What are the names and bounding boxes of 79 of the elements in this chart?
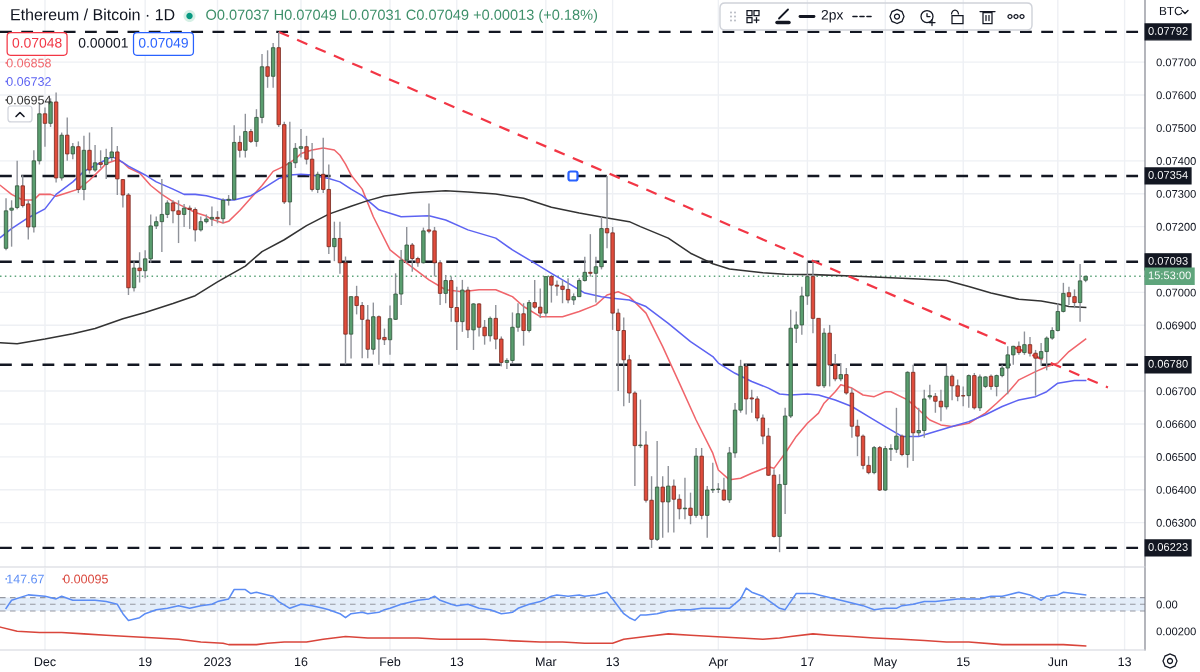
x-tick-label: Mar bbox=[536, 657, 557, 667]
x-tick-label: 16 bbox=[294, 657, 308, 667]
x-tick-label: Jun bbox=[1047, 657, 1068, 667]
ref-line-label: 0.06223 bbox=[1148, 543, 1188, 551]
y-tick-label: 0.06400 bbox=[1156, 485, 1196, 494]
candlestick bbox=[65, 116, 70, 162]
y-tick-label: 0.06300 bbox=[1156, 518, 1196, 527]
ref-line-label: 0.07354 bbox=[1148, 171, 1188, 179]
legend-label: 0.06732 bbox=[6, 77, 51, 86]
y-tick-label: 0.06500 bbox=[1156, 453, 1196, 461]
candlestick bbox=[966, 373, 971, 409]
candlestick bbox=[488, 315, 493, 343]
candlestick bbox=[1022, 330, 1027, 356]
y-tick-label: 0.06700 bbox=[1156, 387, 1196, 396]
candlestick bbox=[721, 477, 727, 502]
candlestick bbox=[181, 203, 187, 228]
annotation: 0.00001 bbox=[78, 37, 128, 48]
ref-line-label: 0.07792 bbox=[1148, 27, 1188, 35]
y-tick-label: 0.00200 bbox=[1156, 627, 1196, 636]
line-series bbox=[5, 587, 1087, 622]
annotation: 0.07048 bbox=[12, 37, 62, 48]
y-axis-title: BTC bbox=[1159, 6, 1183, 16]
line-series bbox=[0, 147, 1087, 481]
y-tick-label: 0.07300 bbox=[1156, 189, 1196, 198]
candlestick bbox=[588, 233, 593, 278]
x-tick-label: May bbox=[874, 657, 898, 669]
candlestick bbox=[521, 302, 526, 347]
chart-title: Ethereum / Bitcoin · 1D bbox=[11, 8, 175, 21]
candlestick bbox=[87, 131, 92, 175]
x-tick-label: 13 bbox=[1118, 657, 1131, 667]
x-tick-label: 2023 bbox=[204, 657, 231, 667]
y-tick-label: 0.07000 bbox=[1156, 288, 1196, 297]
x-tick-label: Apr bbox=[708, 657, 728, 669]
legend-label: 0.00095 bbox=[63, 574, 108, 584]
legend-label: 0.06954 bbox=[6, 95, 52, 105]
legend-label: 0.06858 bbox=[6, 58, 51, 68]
text: O0.07037 H0.07049 L0.07031 C0.07049 +0.00013 (+0.18%) bbox=[206, 9, 598, 23]
candlestick bbox=[332, 220, 337, 262]
line-series bbox=[0, 626, 1087, 647]
candlestick bbox=[131, 260, 137, 293]
candlestick bbox=[682, 477, 688, 521]
candlestick bbox=[666, 465, 671, 534]
ref-line-label: 0.06780 bbox=[1148, 359, 1188, 368]
y-tick-label: 0.07400 bbox=[1156, 157, 1196, 165]
candlestick bbox=[660, 475, 665, 539]
candlestick bbox=[899, 433, 905, 457]
y-tick-label: 0.07500 bbox=[1156, 124, 1196, 133]
annotation: 0.07049 bbox=[138, 37, 188, 48]
candlestick bbox=[243, 113, 248, 159]
y-tick-label: 0.06600 bbox=[1156, 420, 1196, 429]
ref-line-label: 0.07093 bbox=[1148, 256, 1188, 265]
x-tick-label: 17 bbox=[801, 657, 814, 666]
candlestick bbox=[42, 106, 48, 148]
annotation: 2px bbox=[821, 9, 844, 23]
x-tick-label: 13 bbox=[450, 657, 464, 667]
x-tick-label: Feb bbox=[380, 656, 401, 667]
candlestick bbox=[688, 491, 693, 525]
x-tick-label: 19 bbox=[139, 657, 152, 667]
y-tick-label: 0.07600 bbox=[1156, 91, 1196, 100]
x-tick-label: 13 bbox=[606, 657, 620, 667]
candlestick bbox=[638, 398, 643, 449]
candlestick bbox=[92, 144, 98, 173]
candlestick bbox=[137, 251, 142, 284]
candlestick bbox=[927, 384, 932, 401]
y-tick-label: 0.07200 bbox=[1156, 222, 1196, 231]
x-tick-label: Dec bbox=[34, 657, 56, 667]
candlestick bbox=[315, 170, 320, 194]
y-tick-label: 0.07700 bbox=[1156, 58, 1196, 67]
x-tick-label: 15 bbox=[957, 657, 970, 667]
y-tick-label: 0.00 bbox=[1156, 600, 1178, 609]
candlestick bbox=[265, 49, 270, 89]
candlestick bbox=[237, 135, 242, 159]
line-series bbox=[0, 189, 1087, 345]
ref-line-label: 15:53:00 bbox=[1148, 271, 1191, 280]
candlestick bbox=[838, 362, 843, 382]
candlestick bbox=[443, 274, 448, 304]
legend-label: 147.67 bbox=[7, 574, 44, 584]
y-tick-label: 0.06900 bbox=[1156, 321, 1196, 330]
candlestick bbox=[15, 160, 20, 210]
